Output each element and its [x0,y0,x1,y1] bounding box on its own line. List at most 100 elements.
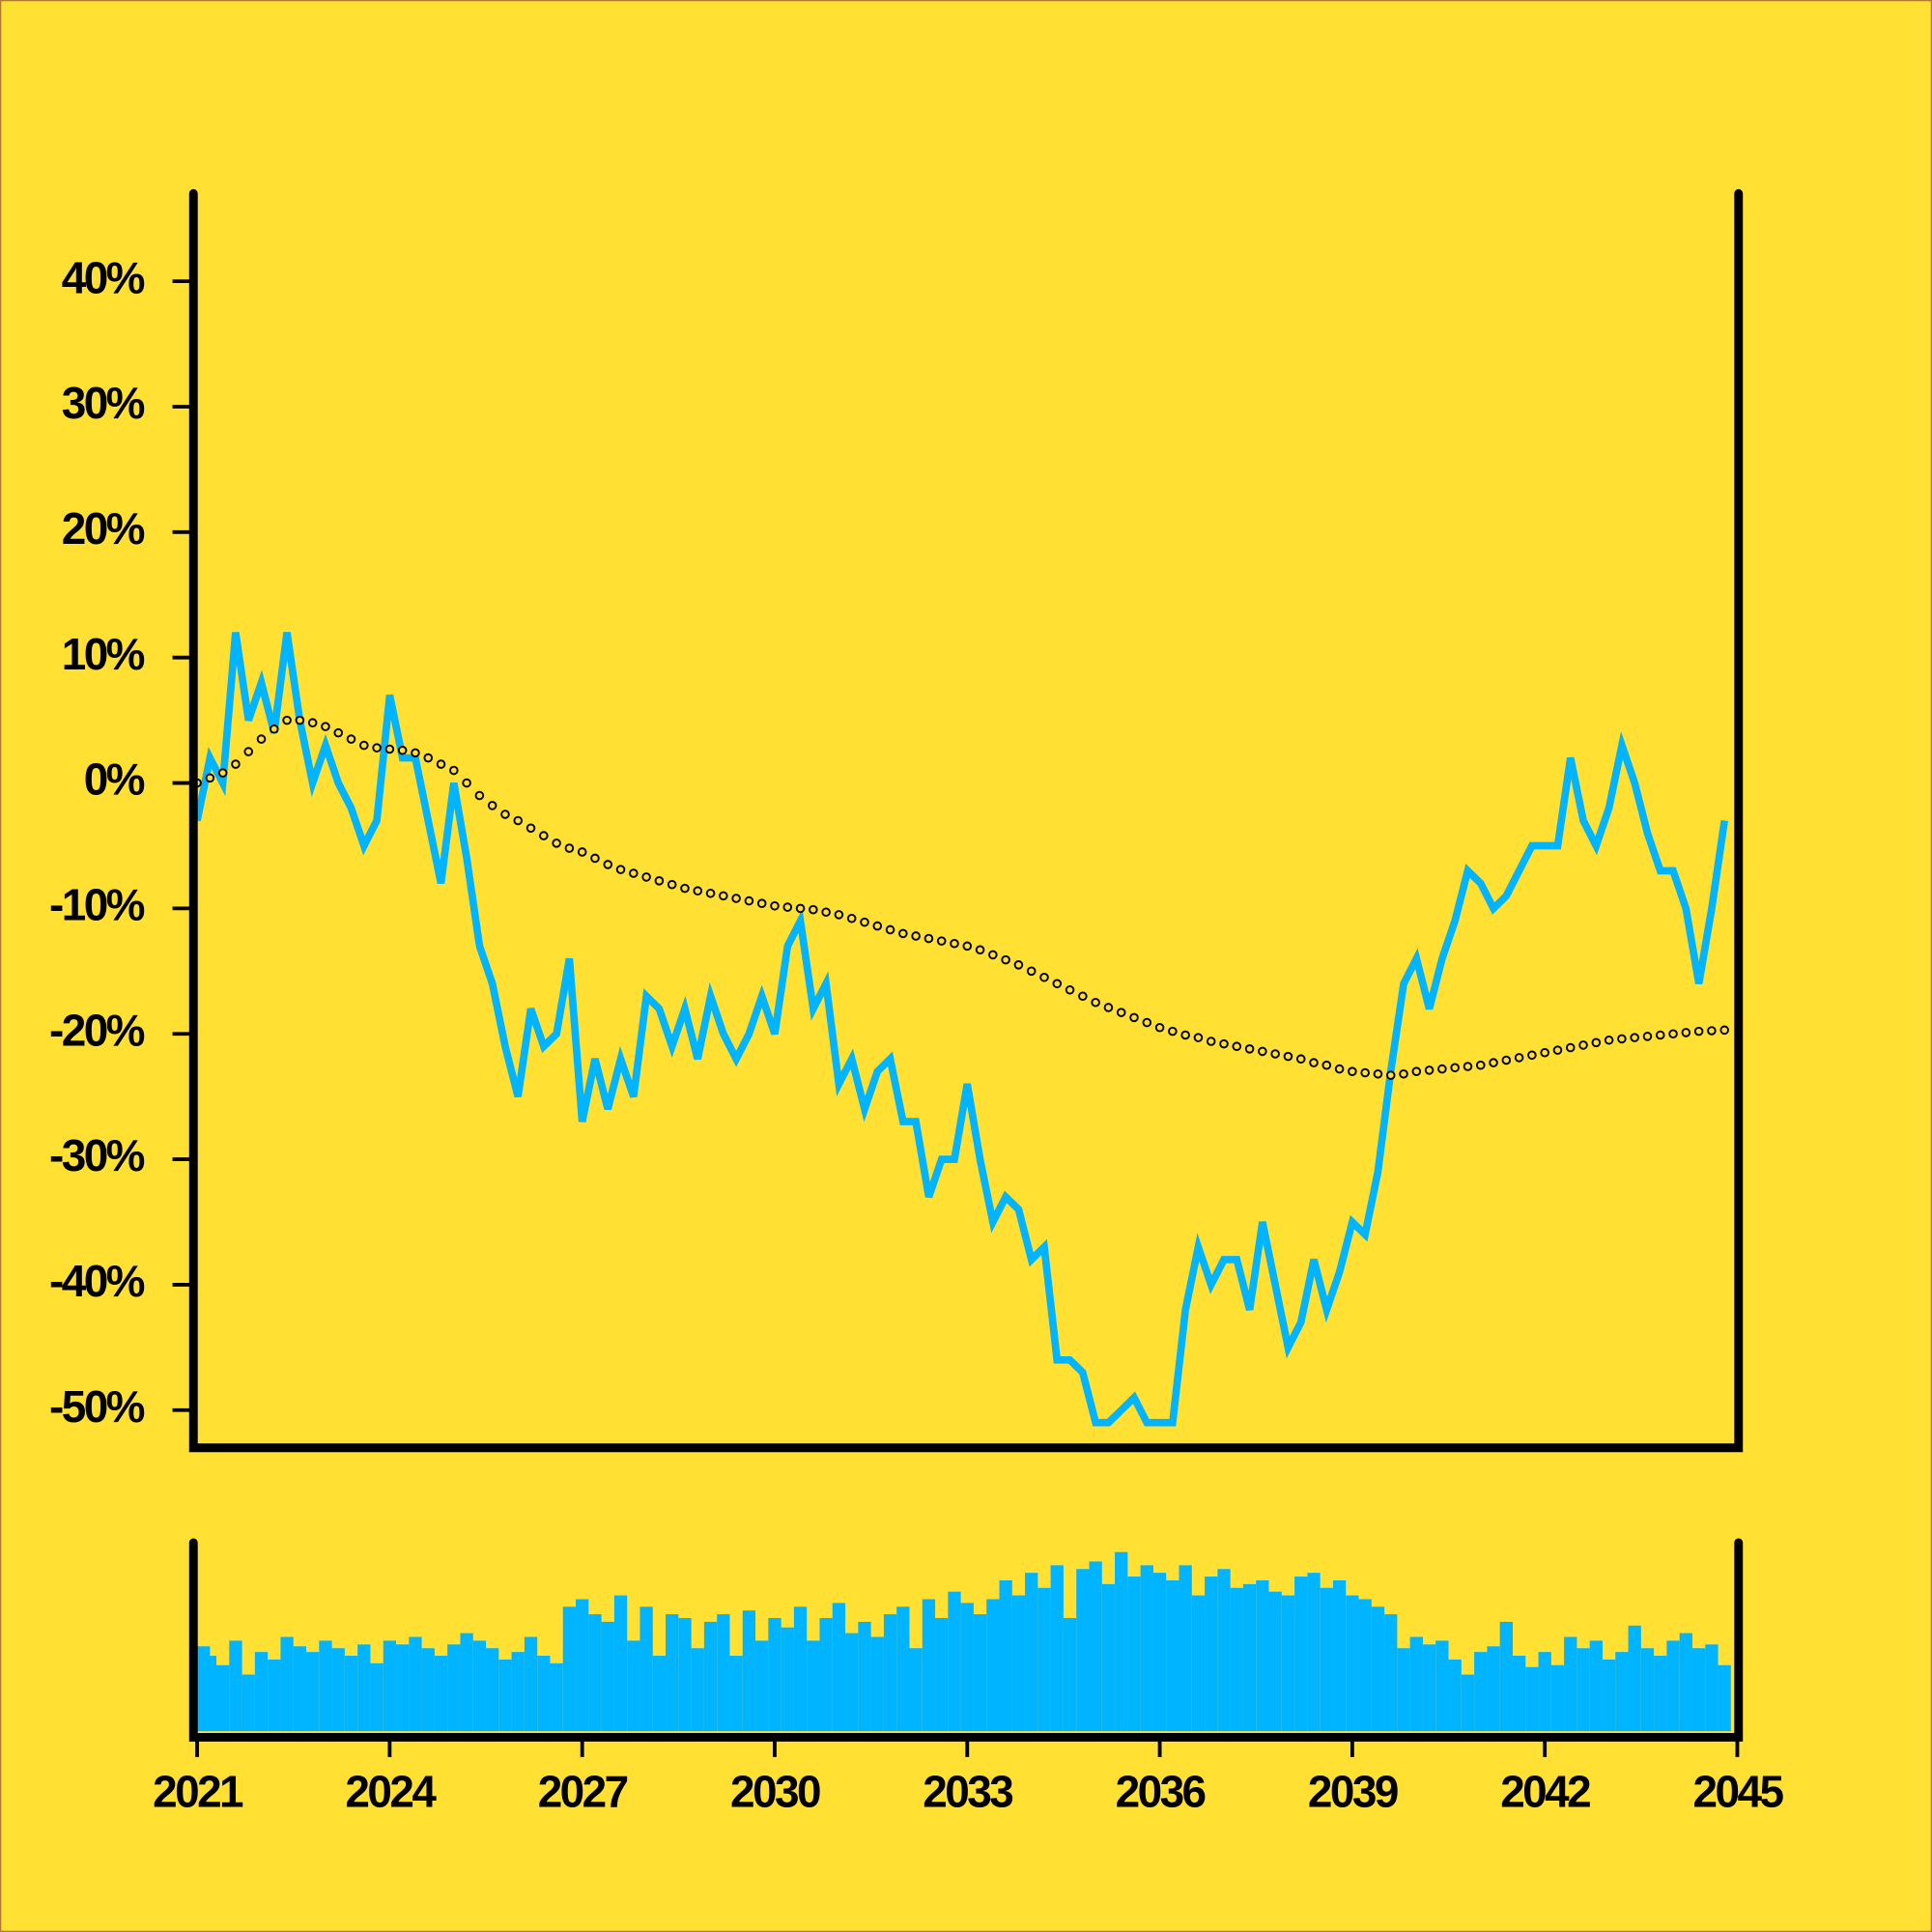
volume-bar [1422,1644,1436,1732]
ma-dot [397,745,408,755]
ma-dot [615,865,626,874]
volume-bar [1205,1577,1218,1732]
volume-bar [973,1614,987,1732]
ma-dot [795,903,806,914]
volume-bar [1294,1577,1308,1732]
volume-bar [1538,1652,1551,1732]
volume-bar [781,1627,794,1732]
ma-dot [1514,1053,1524,1063]
ma-dot [333,727,344,738]
volume-bar [1025,1573,1038,1732]
volume-bar [357,1644,371,1732]
ma-dot [1116,1008,1126,1017]
volume-bar [1718,1664,1731,1732]
ma-dot [270,724,279,734]
ma-dot [1463,1062,1473,1071]
ma-dot [1578,1040,1588,1050]
volume-bar [511,1652,525,1732]
volume-bar [331,1648,345,1732]
ma-dot [552,838,561,848]
volume-bar [639,1606,653,1732]
ma-dot [1411,1066,1422,1076]
ma-dot [885,924,895,935]
ma-dot [962,941,973,952]
volume-bar [1140,1565,1153,1732]
ma-dot [307,718,318,727]
x-tick-label: 2027 [538,1767,628,1817]
volume-bar [755,1640,769,1732]
volume-bar [306,1652,320,1732]
volume-bar [1346,1595,1359,1732]
volume-bar [948,1591,961,1732]
volume-bar [627,1640,640,1732]
ma-dot [1154,1022,1165,1033]
ma-dot [1258,1046,1267,1057]
ma-dot [1065,984,1075,995]
volume-bar [678,1617,692,1732]
ma-dot [500,810,510,819]
volume-bar [460,1633,473,1732]
volume-bar [1037,1587,1051,1732]
ma-dot [821,907,831,918]
y-tick-label: 30% [62,378,145,428]
ma-dot [1270,1049,1280,1059]
volume-bar [1152,1573,1167,1732]
ma-dot [1219,1038,1229,1049]
volume-bar [280,1636,294,1732]
ma-dot [1707,1026,1717,1036]
volume-bar [1564,1636,1577,1732]
volume-frame [188,1538,1744,1742]
ma-dot [1129,1012,1139,1023]
volume-bar [858,1621,871,1732]
ma-dot [744,895,754,906]
ma-dot [1693,1026,1704,1037]
ma-dot [1244,1044,1255,1054]
ma-dot [1424,1065,1435,1075]
volume-bar [909,1648,923,1732]
volume-bar [896,1606,910,1732]
volume-bar [1487,1646,1500,1732]
volume-bar [319,1640,332,1732]
ma-dot [526,823,536,834]
ma-dot [1399,1068,1408,1079]
volume-bar [1525,1666,1539,1732]
ma-dot [680,883,690,894]
ma-dot [770,901,780,911]
volume-bar [768,1617,781,1732]
ma-dot [217,768,228,778]
volume-bar [1397,1648,1410,1732]
volume-bar [1577,1648,1590,1732]
ma-dot [911,931,921,941]
ma-dot [282,715,292,725]
ma-dot [564,843,575,853]
ma-dot [860,917,869,927]
x-tick-label: 2033 [923,1767,1012,1817]
volume-bar [472,1640,487,1732]
volume-bar [1628,1625,1641,1732]
ma-dot [1450,1063,1460,1073]
ma-dot [487,801,497,810]
main-frame [188,188,1744,1453]
ma-dot [436,759,446,769]
volume-bar [293,1646,307,1732]
volume-bar [832,1603,846,1732]
volume-bar [1409,1636,1423,1732]
ma-dot [988,950,998,960]
x-tick-label: 2024 [345,1767,437,1817]
x-tick-label: 2030 [730,1767,820,1817]
ma-dot [719,891,728,901]
volume-bar [1281,1595,1295,1732]
ma-dot [950,938,959,949]
volume-bar [1115,1551,1128,1732]
ma-dot [1206,1037,1216,1046]
volume-bar [1217,1569,1231,1732]
ma-dot [667,879,677,890]
volume-bar [1230,1587,1243,1732]
ma-dot [1591,1037,1602,1048]
ma-dot [1642,1032,1653,1041]
y-tick-label: 20% [62,503,145,554]
ma-dot [1527,1050,1537,1061]
volume-bar [870,1636,884,1732]
volume-bar [1332,1579,1347,1732]
y-tick-label: 40% [62,252,145,302]
